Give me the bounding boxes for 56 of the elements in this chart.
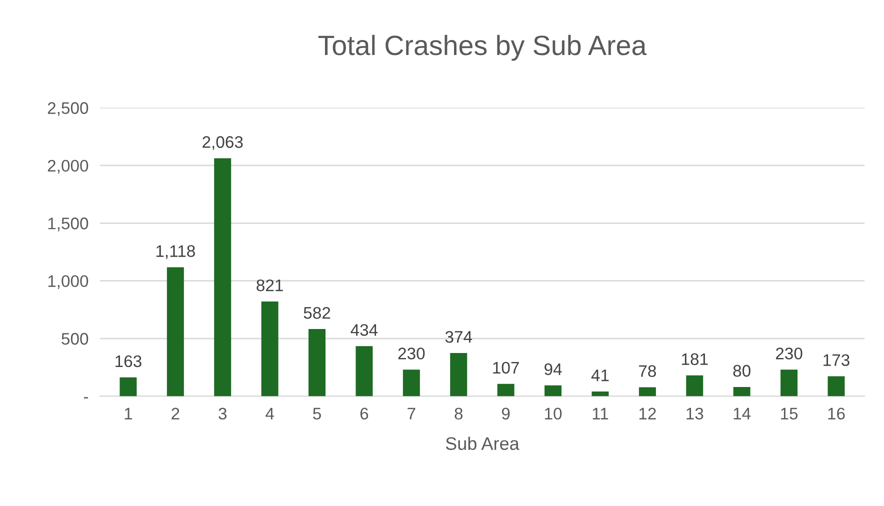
y-tick-label: 1,000 (48, 275, 88, 289)
bar (166, 267, 184, 396)
bar (402, 370, 420, 396)
y-tick-label: 2,500 (48, 102, 88, 116)
x-tick-label: 3 (218, 408, 227, 420)
y-tick-label: - (84, 397, 88, 398)
data-label: 2,063 (202, 136, 243, 150)
x-tick-label: 4 (266, 408, 274, 420)
x-tick-label: 6 (360, 408, 368, 420)
x-tick-label: 10 (545, 408, 562, 420)
bar (308, 329, 326, 396)
data-label: 107 (493, 362, 519, 374)
x-tick-label: 7 (408, 408, 416, 420)
data-label: 230 (398, 348, 425, 360)
x-tick-label: 1 (124, 408, 132, 420)
data-label: 163 (116, 355, 142, 368)
chart-title: Total Crashes by Sub Area (318, 34, 647, 61)
bar (544, 385, 562, 396)
bar (356, 346, 373, 396)
bar (592, 391, 609, 396)
x-tick-label: 2 (172, 408, 180, 420)
x-tick-label: 11 (592, 408, 608, 420)
y-tick-label: 1,500 (48, 218, 88, 232)
data-label: 41 (591, 370, 609, 382)
bar (780, 370, 798, 396)
x-tick-label: 14 (734, 408, 751, 420)
bar (733, 386, 750, 396)
data-label: 821 (256, 279, 283, 292)
x-axis-title: Sub Area (446, 436, 520, 450)
data-label: 94 (544, 363, 562, 376)
bar (261, 301, 278, 396)
bar (214, 158, 232, 396)
bar (828, 376, 845, 396)
bar (686, 375, 704, 396)
data-label: 173 (824, 354, 850, 366)
x-tick-label: 12 (639, 408, 656, 420)
x-tick-label: 8 (454, 408, 463, 420)
data-label: 181 (682, 353, 708, 366)
x-tick-label: 9 (502, 408, 510, 420)
data-label: 434 (350, 324, 378, 336)
x-tick-label: 16 (828, 408, 845, 420)
data-label: 582 (304, 307, 330, 319)
data-label: 78 (639, 365, 656, 377)
x-tick-label: 13 (686, 408, 704, 420)
data-label: 374 (445, 331, 472, 343)
data-label: 80 (733, 364, 750, 377)
y-tick-label: 500 (62, 332, 88, 345)
bar (450, 353, 468, 396)
x-tick-label: 15 (781, 408, 798, 420)
data-label: 1,118 (156, 245, 195, 259)
data-label: 230 (776, 348, 802, 360)
y-tick-label: 2,000 (48, 160, 88, 174)
bar (120, 377, 137, 396)
x-tick-label: 5 (313, 408, 321, 420)
bar (638, 387, 656, 396)
bar (497, 384, 514, 396)
